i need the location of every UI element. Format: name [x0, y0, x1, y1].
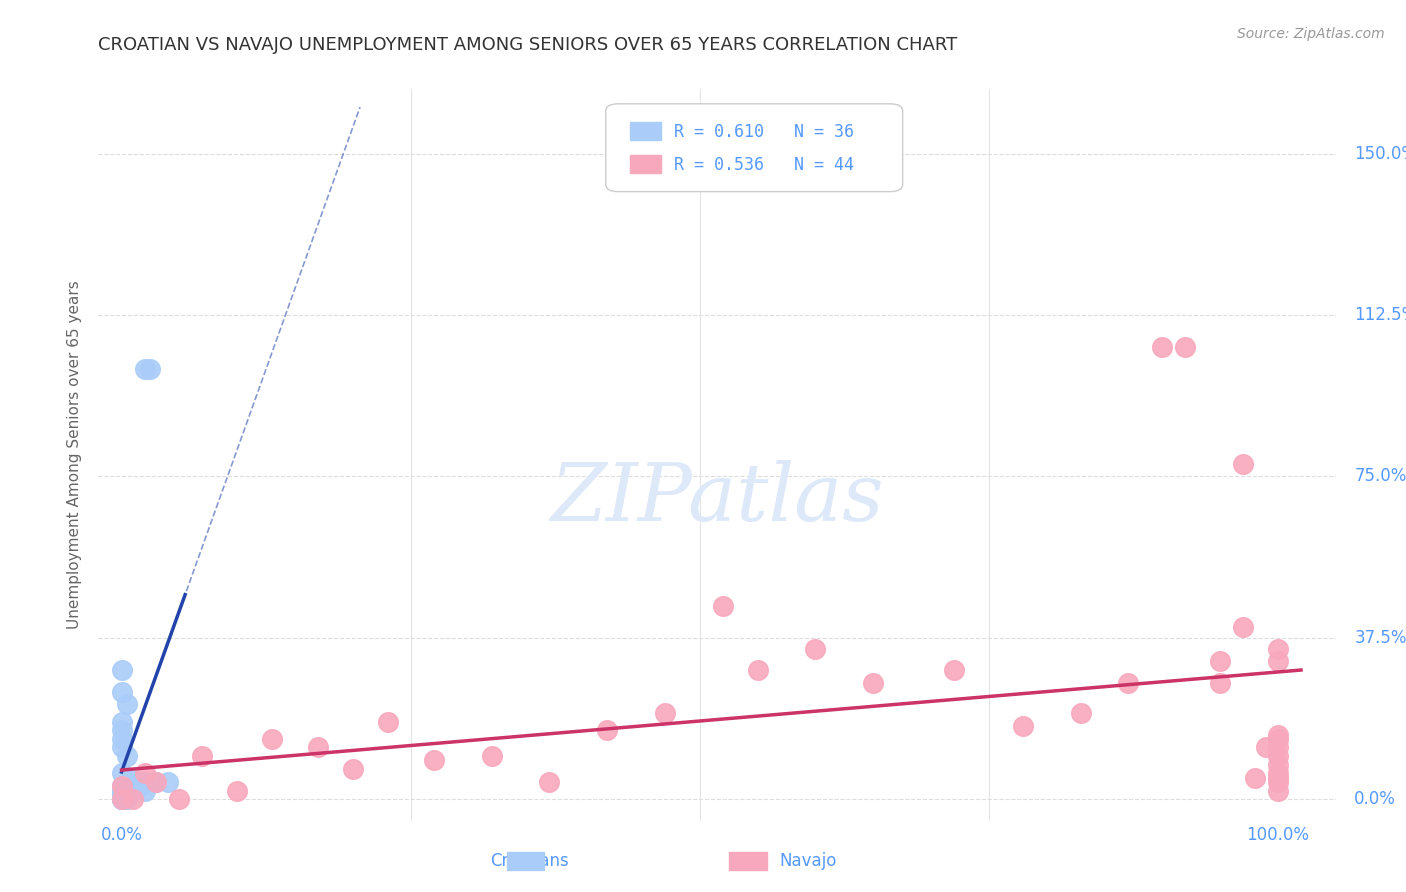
- Bar: [730, 852, 766, 871]
- Point: [139, 362, 162, 376]
- Point: [110, 792, 132, 806]
- Point: [145, 775, 167, 789]
- Point: [120, 783, 142, 797]
- Text: 0.0%: 0.0%: [1354, 790, 1396, 808]
- Point: [538, 775, 561, 789]
- Point: [1209, 655, 1232, 669]
- Point: [1174, 340, 1197, 354]
- Text: 150.0%: 150.0%: [1354, 145, 1406, 162]
- Point: [110, 766, 132, 780]
- Point: [1267, 641, 1289, 656]
- Point: [110, 792, 132, 806]
- Point: [110, 779, 132, 793]
- Point: [804, 641, 827, 656]
- Point: [110, 714, 132, 729]
- Point: [122, 792, 145, 806]
- Point: [110, 731, 132, 746]
- Point: [1267, 731, 1289, 746]
- Text: Navajo: Navajo: [779, 852, 837, 870]
- Point: [1267, 655, 1289, 669]
- Text: CROATIAN VS NAVAJO UNEMPLOYMENT AMONG SENIORS OVER 65 YEARS CORRELATION CHART: CROATIAN VS NAVAJO UNEMPLOYMENT AMONG SE…: [98, 36, 957, 54]
- Point: [134, 783, 156, 797]
- Point: [654, 706, 676, 720]
- Point: [110, 779, 132, 793]
- Point: [117, 749, 139, 764]
- Text: R = 0.536   N = 44: R = 0.536 N = 44: [673, 155, 853, 174]
- Point: [134, 775, 156, 789]
- Point: [110, 789, 132, 804]
- Point: [110, 779, 132, 793]
- Point: [117, 788, 139, 802]
- Point: [377, 714, 399, 729]
- Text: R = 0.610   N = 36: R = 0.610 N = 36: [673, 122, 853, 141]
- Text: 37.5%: 37.5%: [1354, 629, 1406, 647]
- Text: Croatians: Croatians: [489, 852, 568, 870]
- Point: [117, 792, 139, 806]
- Text: ZIPatlas: ZIPatlas: [550, 460, 884, 538]
- Point: [747, 663, 769, 677]
- Point: [260, 731, 283, 746]
- Point: [110, 788, 132, 802]
- Point: [862, 676, 884, 690]
- Point: [1152, 340, 1174, 354]
- Bar: [506, 852, 544, 871]
- Point: [1267, 766, 1289, 780]
- Point: [711, 599, 734, 613]
- Point: [134, 362, 156, 376]
- Point: [110, 663, 132, 677]
- Point: [1209, 676, 1232, 690]
- Text: 112.5%: 112.5%: [1354, 306, 1406, 324]
- Point: [128, 775, 150, 789]
- Point: [110, 783, 132, 797]
- Point: [110, 788, 132, 802]
- Y-axis label: Unemployment Among Seniors over 65 years: Unemployment Among Seniors over 65 years: [67, 281, 83, 629]
- Point: [110, 792, 132, 806]
- Point: [110, 788, 132, 802]
- Point: [1267, 749, 1289, 764]
- Bar: [630, 122, 661, 140]
- Point: [110, 684, 132, 698]
- Text: 75.0%: 75.0%: [1354, 467, 1406, 485]
- Point: [120, 781, 142, 796]
- Text: Source: ZipAtlas.com: Source: ZipAtlas.com: [1237, 27, 1385, 41]
- Point: [423, 753, 446, 767]
- Point: [169, 792, 191, 806]
- Point: [120, 771, 142, 785]
- Point: [1232, 457, 1254, 471]
- Point: [1267, 771, 1289, 785]
- Point: [1267, 757, 1289, 772]
- Point: [1267, 728, 1289, 742]
- Point: [110, 783, 132, 797]
- Point: [481, 749, 503, 764]
- Point: [1267, 775, 1289, 789]
- Point: [110, 792, 132, 806]
- Point: [1070, 706, 1092, 720]
- Point: [1267, 783, 1289, 797]
- Point: [134, 766, 156, 780]
- Point: [156, 775, 179, 789]
- Point: [342, 762, 364, 776]
- Point: [226, 783, 249, 797]
- Point: [1116, 676, 1139, 690]
- Point: [110, 792, 132, 806]
- Point: [145, 775, 167, 789]
- Point: [1012, 719, 1035, 733]
- Point: [128, 779, 150, 793]
- Point: [110, 740, 132, 755]
- Point: [1267, 740, 1289, 755]
- Point: [117, 698, 139, 712]
- Point: [191, 749, 214, 764]
- Point: [110, 723, 132, 738]
- Point: [943, 663, 966, 677]
- Point: [110, 786, 132, 800]
- FancyBboxPatch shape: [606, 103, 903, 192]
- Bar: [630, 155, 661, 173]
- Point: [596, 723, 619, 738]
- Point: [1232, 620, 1254, 634]
- Point: [1243, 771, 1265, 785]
- Point: [307, 740, 329, 755]
- Point: [1256, 740, 1278, 755]
- Point: [110, 792, 132, 806]
